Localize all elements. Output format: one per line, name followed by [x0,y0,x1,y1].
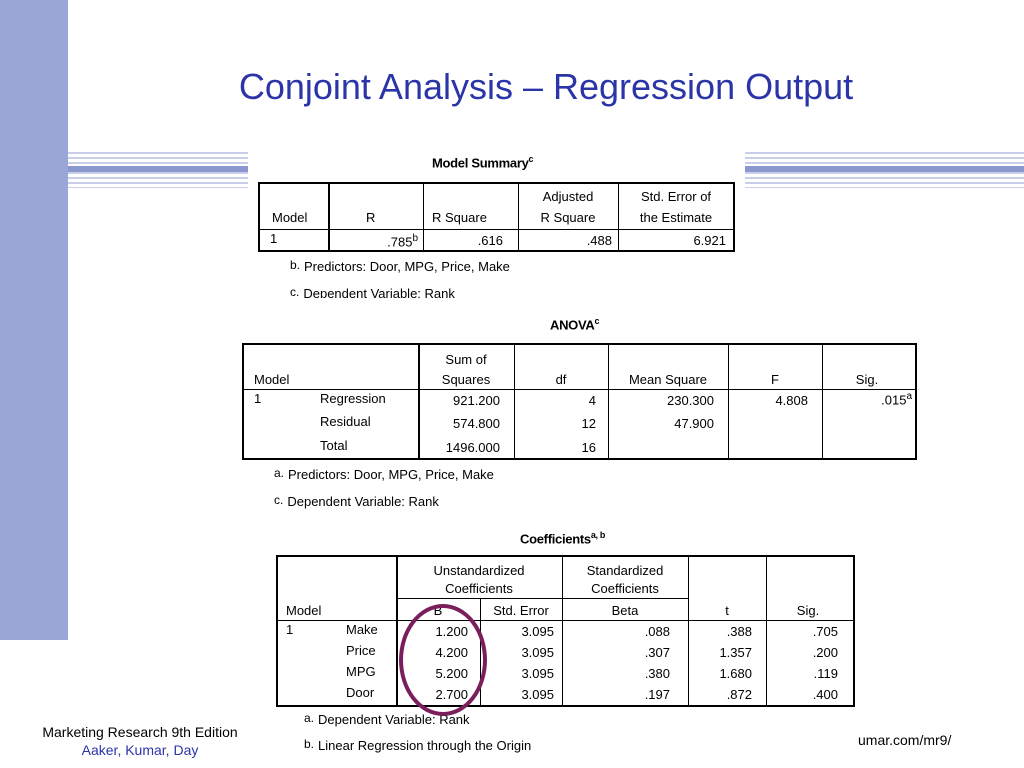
footer-book: Marketing Research 9th Edition [42,724,238,740]
header-std-error-2: the Estimate [639,210,713,225]
model-summary-table: Model R R Square Adjusted R Square Std. … [258,182,735,252]
coef-beta: .088 [644,624,670,639]
header-sig: Sig. [855,372,879,387]
header-model: Model [272,210,308,225]
coef-sig: .200 [812,645,838,660]
anova-df: 16 [581,440,596,455]
model-summary-panel: Model Summaryc Model R R Square Adjusted… [248,148,745,298]
cell-std-error: 6.921 [693,233,726,248]
row-model: 1 [270,231,278,246]
anova-ms: 47.900 [674,416,714,431]
coef-model-no: 1 [286,622,294,637]
coef-t: .872 [726,687,752,702]
anova-ms: 230.300 [667,393,714,408]
anova-note-a: a. Predictors: Door, MPG, Price, Make [274,466,494,482]
footer-url: umar.com/mr9/ [858,732,952,748]
stripe-accent-left [68,166,248,172]
header-adjusted-1: Adjusted [542,189,594,204]
anova-row-label: Residual [320,414,371,429]
anova-ss: 1496.000 [445,440,500,455]
header-std-error-1: Std. Error of [640,189,712,204]
coef-row-label: Price [346,643,376,658]
header-sig: Sig. [796,603,820,618]
coef-se: 3.095 [521,687,554,702]
stripe-accent-right [745,166,1024,172]
header-standardized-2: Coefficients [591,581,659,596]
anova-note-c: c. Dependent Variable: Rank [274,493,439,509]
header-model: Model [286,603,322,618]
slide-title: Conjoint Analysis – Regression Output [238,66,854,107]
cell-r-square: .616 [477,233,503,248]
anova-row-label: Regression [320,391,386,406]
coef-row-label: MPG [346,664,376,679]
header-unstandardized-2: Coefficients [445,581,513,596]
header-std-error: Std. Error [493,603,549,618]
anova-table: Model Sum of Squares df Mean Square F Si… [242,343,917,460]
anova-df: 4 [588,393,596,408]
coef-sig: .705 [812,624,838,639]
coef-beta: .307 [644,645,670,660]
coefficients-title: Coefficientsa, b [520,530,606,547]
note-b: b. Predictors: Door, MPG, Price, Make [290,258,510,274]
header-standardized-1: Standardized [586,563,664,578]
highlight-circle [399,604,487,716]
footer-citation: Marketing Research 9th Edition Aaker, Ku… [14,724,266,758]
anova-title: ANOVAc [550,316,600,333]
coef-beta: .197 [644,687,670,702]
header-df: df [555,372,567,387]
header-adjusted-2: R Square [540,210,596,225]
coef-sig: .400 [812,687,838,702]
coef-t: 1.680 [719,666,752,681]
coefficients-table: Unstandardized Coefficients Standardized… [276,555,855,707]
anova-sig: .015a [881,391,912,408]
anova-row-label: Total [320,438,348,453]
coef-t: .388 [726,624,752,639]
header-beta: Beta [611,603,639,618]
header-r-square: R Square [432,210,487,225]
coef-note-b: b. Linear Regression through the Origin [304,737,532,753]
header-unstandardized-1: Unstandardized [433,563,525,578]
cell-r: .785b [387,233,418,250]
header-mean-square: Mean Square [628,372,708,387]
coef-row-label: Door [346,685,375,700]
anova-ss: 574.800 [453,416,500,431]
coef-note-a: a. Dependent Variable: Rank [304,711,470,727]
footer-authors: Aaker, Kumar, Day [81,742,199,758]
coef-sig: .119 [813,666,838,681]
coef-se: 3.095 [521,645,554,660]
sidebar-accent [0,0,68,640]
header-sum-of-2: Squares [441,372,491,387]
header-model: Model [254,372,290,387]
note-c: c. Dependent Variable: Rank [290,285,455,298]
header-f: F [771,372,779,387]
header-sum-of-1: Sum of [445,352,487,367]
coef-se: 3.095 [521,666,554,681]
coef-beta: .380 [644,666,670,681]
coef-row-label: Make [346,622,378,637]
anova-df: 12 [581,416,596,431]
header-t: t [725,603,729,618]
header-r: R [366,210,376,225]
model-summary-title: Model Summaryc [432,154,534,171]
coef-t: 1.357 [719,645,752,660]
anova-model-no: 1 [254,391,262,406]
anova-f: 4.808 [775,393,808,408]
coef-se: 3.095 [521,624,554,639]
cell-adjusted: .488 [586,233,612,248]
anova-ss: 921.200 [453,393,500,408]
